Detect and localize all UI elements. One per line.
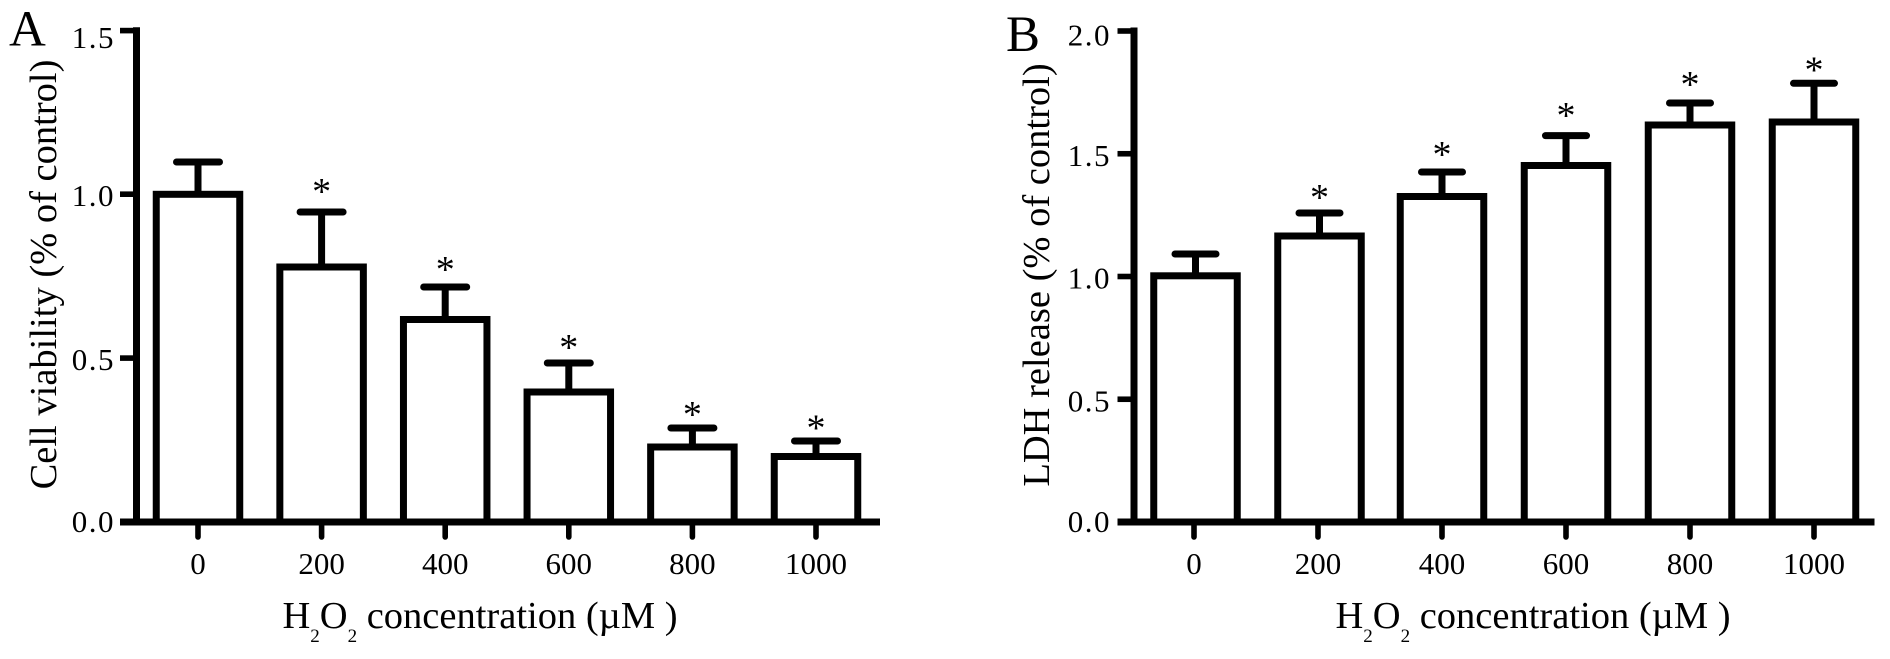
svg-text:1.5: 1.5 bbox=[1068, 138, 1111, 173]
svg-text:1.0: 1.0 bbox=[72, 178, 115, 213]
svg-text:Cell viability (% of control): Cell viability (% of control) bbox=[23, 60, 65, 490]
svg-text:*: * bbox=[683, 394, 702, 436]
svg-text:1.0: 1.0 bbox=[1068, 261, 1111, 296]
svg-text:*: * bbox=[312, 171, 331, 213]
svg-text:1000: 1000 bbox=[785, 546, 847, 581]
svg-text:0: 0 bbox=[1186, 546, 1202, 581]
svg-text:200: 200 bbox=[1295, 546, 1342, 581]
svg-text:200: 200 bbox=[298, 546, 345, 581]
svg-text:A: A bbox=[9, 2, 46, 58]
svg-text:*: * bbox=[807, 408, 826, 450]
svg-text:600: 600 bbox=[1543, 546, 1590, 581]
svg-text:1.5: 1.5 bbox=[72, 20, 115, 55]
svg-text:*: * bbox=[559, 327, 578, 369]
svg-text:0: 0 bbox=[190, 546, 206, 581]
svg-text:400: 400 bbox=[1419, 546, 1466, 581]
svg-text:*: * bbox=[1433, 134, 1452, 176]
svg-text:1000: 1000 bbox=[1783, 546, 1845, 581]
svg-text:0.0: 0.0 bbox=[1068, 504, 1111, 539]
svg-text:*: * bbox=[436, 249, 455, 291]
svg-text:LDH release (% of control): LDH release (% of control) bbox=[1016, 63, 1058, 486]
svg-text:400: 400 bbox=[422, 546, 469, 581]
svg-text:*: * bbox=[1681, 64, 1700, 106]
svg-text:0.5: 0.5 bbox=[1068, 383, 1111, 418]
svg-text:2.0: 2.0 bbox=[1068, 18, 1111, 53]
svg-text:800: 800 bbox=[669, 546, 716, 581]
svg-text:600: 600 bbox=[546, 546, 593, 581]
svg-text:0.5: 0.5 bbox=[72, 342, 115, 377]
svg-text:800: 800 bbox=[1667, 546, 1714, 581]
svg-text:0.0: 0.0 bbox=[72, 504, 115, 539]
svg-text:*: * bbox=[1805, 50, 1824, 92]
svg-text:*: * bbox=[1310, 177, 1329, 219]
svg-text:*: * bbox=[1557, 95, 1576, 137]
svg-text:B: B bbox=[1006, 7, 1040, 63]
